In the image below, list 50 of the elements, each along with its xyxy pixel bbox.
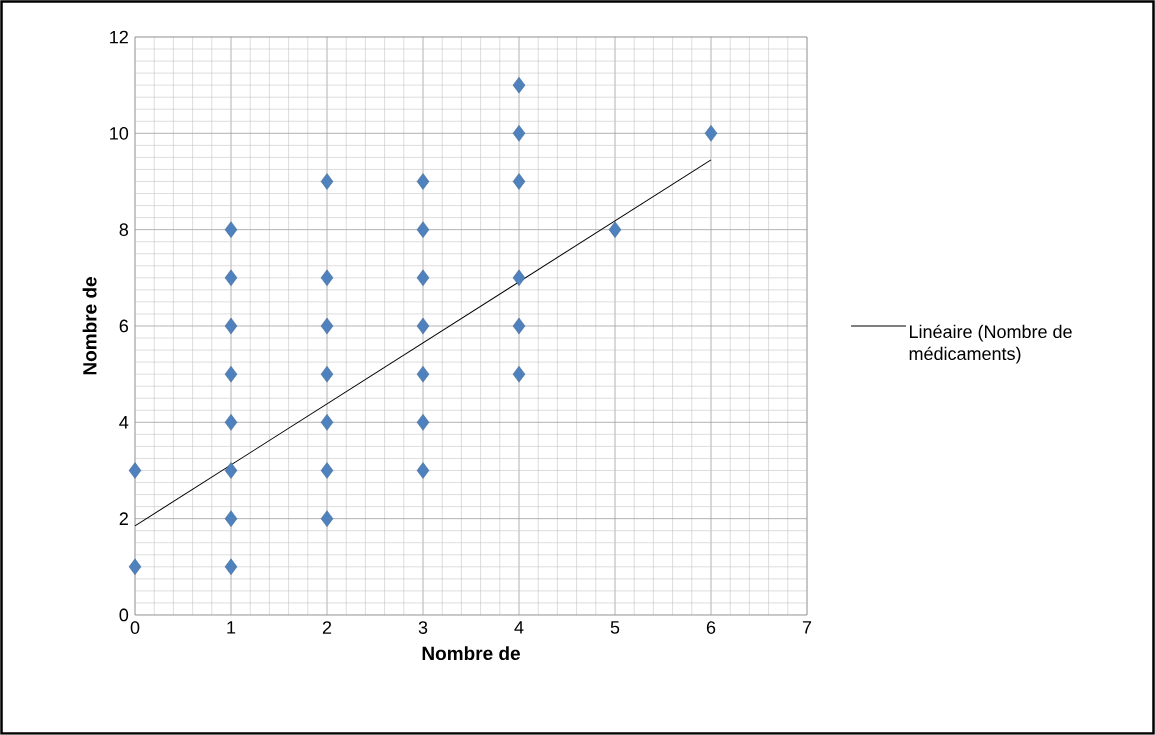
point — [416, 365, 430, 383]
point — [128, 558, 142, 576]
point — [224, 462, 238, 479]
point — [224, 414, 238, 431]
y-tick-label: 8 — [119, 223, 129, 237]
point — [416, 414, 430, 431]
point — [224, 510, 238, 527]
point — [416, 317, 430, 335]
point — [320, 414, 334, 431]
x-tick-label: 4 — [514, 621, 524, 634]
point — [512, 269, 526, 287]
point — [224, 558, 238, 576]
point — [320, 462, 334, 479]
x-tick-label: 7 — [802, 621, 812, 634]
point — [512, 125, 526, 142]
legend-label: Linéaire (Nombre de médicaments) — [909, 324, 1072, 364]
point — [128, 462, 142, 479]
x-tick-label: 0 — [130, 621, 140, 634]
point — [416, 221, 430, 238]
x-tick-label: 6 — [706, 621, 716, 634]
point — [320, 365, 334, 383]
point — [224, 221, 238, 238]
y-axis-title: Nombre de — [82, 277, 97, 375]
x-tick-label: 5 — [610, 621, 620, 634]
point — [320, 510, 334, 527]
point — [704, 125, 718, 142]
y-tick-label: 6 — [119, 319, 129, 333]
x-tick-label: 1 — [227, 621, 236, 634]
point — [224, 317, 238, 335]
y-tick-label: 12 — [110, 30, 128, 44]
point — [320, 317, 334, 335]
point — [512, 365, 526, 383]
point — [224, 365, 238, 383]
y-tick-label: 4 — [119, 416, 129, 429]
point — [608, 221, 622, 238]
y-tick-label: 10 — [110, 126, 129, 140]
point — [512, 317, 526, 335]
point — [320, 173, 334, 190]
x-axis-title: Nombre de — [422, 646, 520, 661]
point — [416, 462, 430, 479]
x-tick-label: 3 — [418, 621, 428, 634]
point — [416, 173, 430, 190]
point — [512, 76, 526, 94]
point — [224, 269, 238, 287]
y-tick-label: 0 — [119, 608, 129, 622]
point — [320, 269, 334, 287]
x-tick-label: 2 — [322, 621, 332, 634]
point — [416, 269, 430, 287]
point — [512, 173, 526, 190]
y-tick-label: 2 — [119, 512, 128, 525]
